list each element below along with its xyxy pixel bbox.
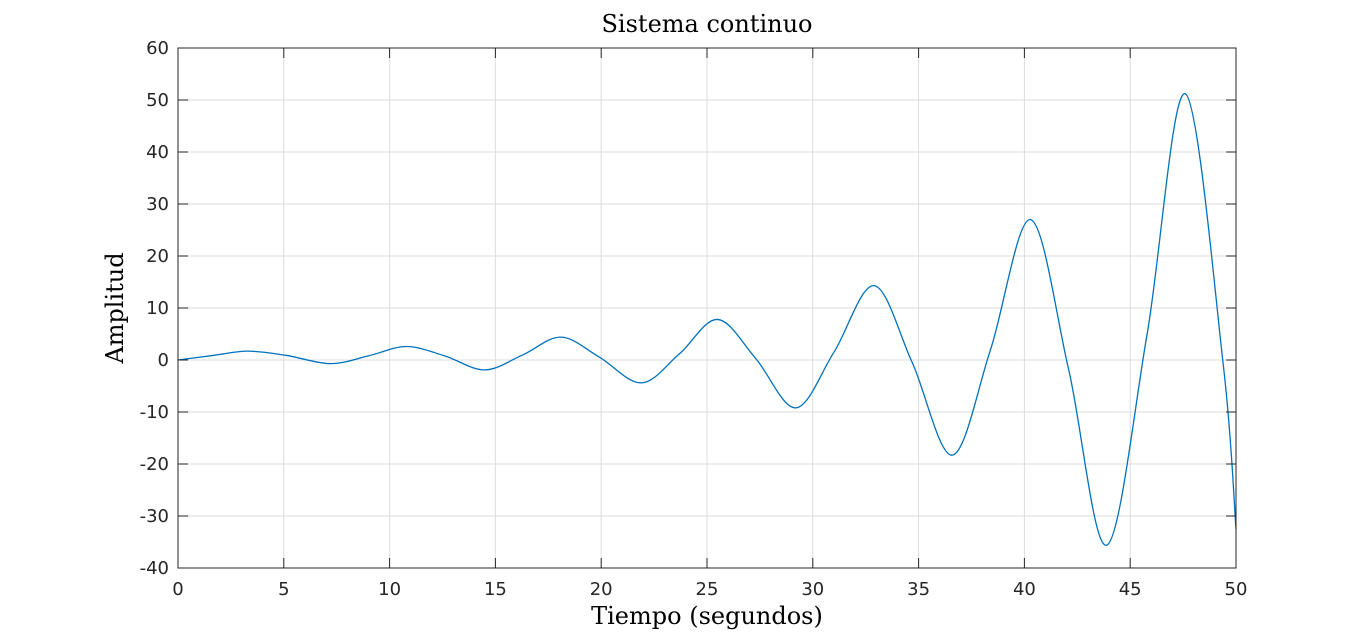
- x-tick-labels: 0 5 10 15 20 25 30 35 40 45 50: [172, 579, 1247, 600]
- y-tick-label: -20: [140, 454, 169, 475]
- y-tick-label: -30: [140, 506, 169, 527]
- y-tick-label: -10: [140, 402, 169, 423]
- x-tick-label: 25: [696, 579, 719, 600]
- y-tick-label: 10: [146, 298, 169, 319]
- x-tick-label: 0: [172, 579, 183, 600]
- x-tick-label: 20: [590, 579, 613, 600]
- grid: [177, 47, 1237, 569]
- y-tick-label: 20: [146, 246, 169, 267]
- x-axis-label: Tiempo (segundos): [591, 602, 823, 630]
- chart-title: Sistema continuo: [601, 10, 812, 38]
- series-line: [177, 93, 1237, 546]
- x-tick-label: 15: [484, 579, 507, 600]
- x-tick-label: 45: [1119, 579, 1142, 600]
- y-tick-label: 40: [146, 142, 169, 163]
- x-tick-label: 50: [1225, 579, 1248, 600]
- tick-marks: [177, 47, 1237, 569]
- x-tick-label: 10: [378, 579, 401, 600]
- y-tick-label: -40: [140, 558, 169, 579]
- x-tick-label: 40: [1013, 579, 1036, 600]
- y-axis-label: Amplitud: [101, 252, 129, 364]
- series-group: [177, 93, 1237, 546]
- x-tick-label: 30: [801, 579, 824, 600]
- x-tick-label: 35: [907, 579, 930, 600]
- y-tick-label: 0: [158, 350, 169, 371]
- y-tick-label: 60: [146, 38, 169, 59]
- y-tick-label: 30: [146, 194, 169, 215]
- x-tick-label: 5: [278, 579, 289, 600]
- y-tick-label: 50: [146, 90, 169, 111]
- y-tick-labels: -40 -30 -20 -10 0 10 20 30 40 50 60: [140, 38, 169, 579]
